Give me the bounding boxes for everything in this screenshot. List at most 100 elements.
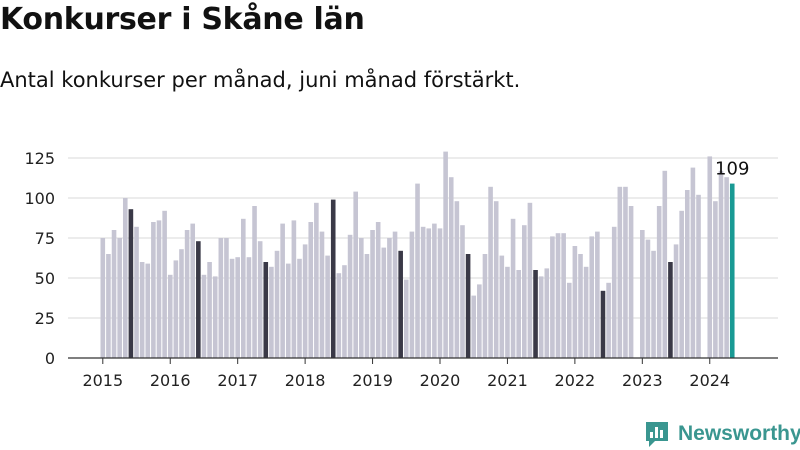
bar: [544, 268, 550, 358]
bar: [218, 238, 224, 358]
bar: [426, 228, 432, 358]
bar: [611, 226, 617, 358]
x-tick-label: 2020: [420, 371, 461, 390]
bar: [566, 282, 572, 358]
y-tick-label: 50: [35, 269, 55, 288]
bar: [623, 186, 628, 358]
bar: [589, 236, 595, 358]
bar: [555, 233, 561, 358]
bar: [499, 255, 505, 358]
chart-subtitle: Antal konkurser per månad, juni månad fö…: [0, 68, 521, 92]
bar: [578, 254, 583, 358]
bar: [347, 234, 353, 358]
bar: [308, 222, 314, 358]
bar: [342, 265, 347, 358]
bar: [409, 231, 415, 358]
bar: [696, 194, 701, 358]
bar: [179, 249, 184, 358]
bar: [415, 183, 420, 358]
bar-latest: [729, 183, 735, 358]
x-tick-label: 2024: [689, 371, 730, 390]
bar-june: [128, 209, 134, 358]
bar: [122, 198, 128, 358]
bar: [156, 220, 162, 358]
bar: [617, 186, 623, 358]
bar: [628, 206, 634, 358]
bar: [493, 201, 499, 358]
bar: [319, 231, 325, 358]
bar: [420, 226, 426, 358]
y-tick-label: 0: [45, 349, 55, 368]
bar: [477, 284, 482, 358]
bar: [690, 167, 696, 358]
brand-name: Newsworthy: [678, 422, 800, 445]
bar: [448, 177, 454, 358]
bar-june: [196, 241, 201, 358]
bar-june: [330, 199, 336, 358]
bar: [516, 270, 521, 358]
x-tick-label: 2018: [285, 371, 326, 390]
bar: [280, 223, 285, 358]
bar: [111, 230, 117, 358]
bar: [252, 206, 257, 358]
bar-june: [465, 254, 471, 358]
bar-june: [263, 262, 269, 358]
bar: [364, 254, 370, 358]
bar: [432, 223, 437, 358]
y-tick-label: 100: [24, 189, 55, 208]
bar: [241, 218, 246, 358]
bar: [387, 238, 392, 358]
bar: [645, 239, 651, 358]
bar: [336, 273, 342, 358]
bar: [471, 295, 477, 358]
bar: [392, 231, 398, 358]
bar: [302, 244, 308, 358]
bar-june: [668, 262, 673, 358]
bar: [167, 274, 173, 358]
bar: [353, 191, 358, 358]
bar: [538, 276, 544, 358]
bar: [454, 201, 460, 358]
bar: [117, 238, 122, 358]
bar-june: [600, 290, 606, 358]
bar: [583, 266, 589, 358]
x-tick-label: 2016: [150, 371, 191, 390]
bar: [370, 230, 375, 358]
bar: [561, 233, 566, 358]
bar: [274, 250, 280, 358]
bar-june: [533, 270, 538, 358]
y-tick-label: 75: [35, 229, 55, 248]
bar: [381, 247, 387, 358]
bar: [285, 263, 291, 358]
bar: [201, 274, 207, 358]
x-tick-label: 2019: [352, 371, 393, 390]
bar: [718, 170, 724, 358]
bar: [510, 218, 516, 358]
bar-june: [398, 250, 403, 358]
bar: [224, 238, 229, 358]
y-tick-label: 125: [24, 149, 55, 168]
bar: [325, 255, 330, 358]
bar: [488, 186, 493, 358]
bar: [656, 206, 662, 358]
bar: [184, 230, 190, 358]
bar: [482, 254, 488, 358]
x-tick-label: 2015: [82, 371, 123, 390]
latest-value-label: 109: [715, 159, 749, 180]
bar: [139, 262, 145, 358]
newsworthy-logo: Newsworthy: [644, 420, 800, 448]
bar: [151, 222, 156, 358]
bar: [662, 170, 668, 358]
bar: [207, 262, 212, 358]
bar: [713, 201, 718, 358]
bar: [673, 244, 679, 358]
bar: [443, 151, 448, 358]
bar: [505, 266, 510, 358]
bar: [257, 241, 263, 358]
bar: [595, 231, 600, 358]
bar: [297, 258, 302, 358]
bar: [359, 238, 364, 358]
bar: [291, 220, 297, 358]
bar: [460, 225, 465, 358]
